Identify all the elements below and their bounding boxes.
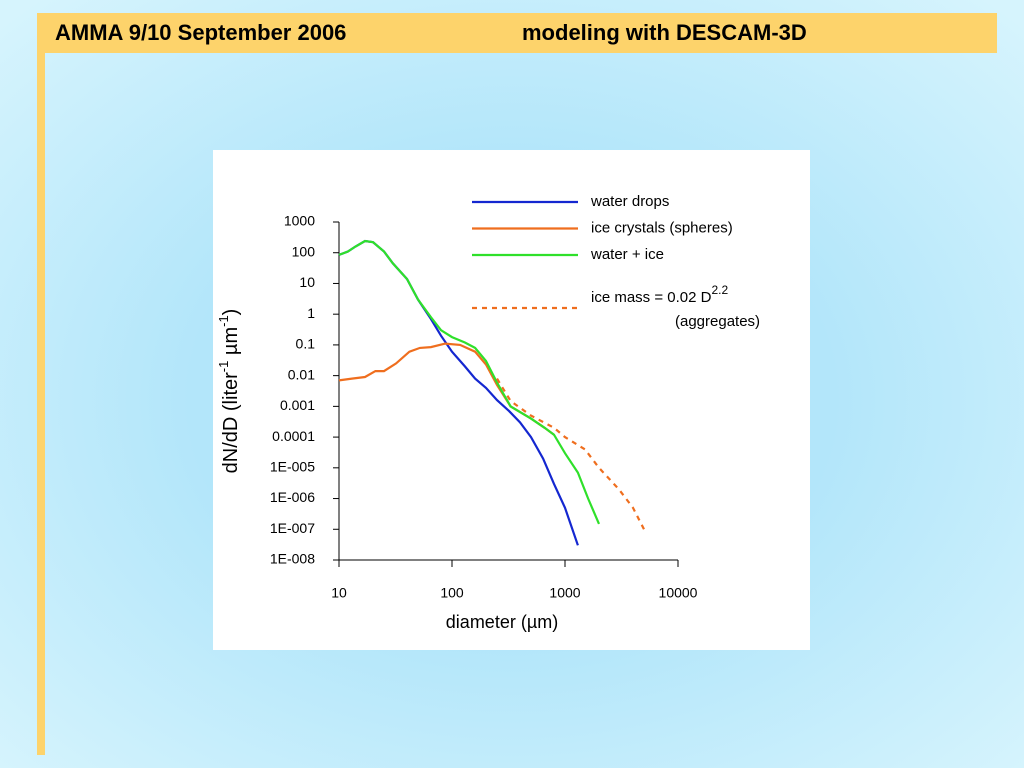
legend-label-text: ice mass = 0.02 D	[591, 289, 712, 306]
series-line	[496, 378, 645, 530]
title-bar	[37, 13, 997, 53]
y-tick-label: 1	[307, 305, 315, 321]
y-tick-label: 1E-008	[270, 551, 315, 567]
y-tick-label: 1000	[284, 213, 315, 229]
y-tick-label: 1E-005	[270, 459, 315, 475]
legend-label: ice mass = 0.02 D2.2	[591, 283, 728, 306]
legend-label-text: water + ice	[590, 246, 664, 263]
y-tick-label: 0.0001	[272, 428, 315, 444]
chart-panel	[213, 150, 810, 650]
series-line	[338, 239, 601, 525]
x-axis-label: diameter (µm)	[446, 612, 558, 632]
legend-label: water + ice	[590, 246, 664, 263]
y-tick-label: 100	[292, 243, 316, 259]
y-axis-label-part: -1	[216, 315, 231, 327]
y-axis-label-part: -1	[216, 361, 231, 373]
slide-subtitle: modeling with DESCAM-3D	[522, 20, 807, 45]
x-tick-label: 1000	[549, 585, 580, 601]
y-axis-label-part: dN/dD (liter	[220, 372, 242, 473]
y-tick-label: 0.001	[280, 397, 315, 413]
y-tick-label: 0.01	[288, 366, 315, 382]
legend-label-note: (aggregates)	[675, 313, 760, 330]
y-axis-label-part: µm	[220, 327, 242, 361]
legend-label: water drops	[590, 193, 669, 210]
y-tick-label: 10	[299, 274, 315, 290]
y-axis-label: dN/dD (liter-1 µm-1)	[216, 309, 242, 474]
y-axis-label-part: )	[220, 309, 242, 316]
slide-title: AMMA 9/10 September 2006	[55, 20, 346, 45]
y-tick-label: 1E-007	[270, 520, 315, 536]
y-tick-label: 0.1	[296, 336, 316, 352]
x-tick-label: 10000	[659, 585, 698, 601]
legend-label-text: water drops	[590, 193, 669, 210]
legend-label-text: ice crystals (spheres)	[591, 219, 733, 236]
x-tick-label: 10	[331, 585, 347, 601]
legend-label-sup: 2.2	[711, 283, 728, 297]
y-tick-label: 1E-006	[270, 489, 315, 505]
side-bar	[37, 13, 45, 755]
x-tick-label: 100	[440, 585, 464, 601]
legend-label: ice crystals (spheres)	[591, 219, 733, 236]
